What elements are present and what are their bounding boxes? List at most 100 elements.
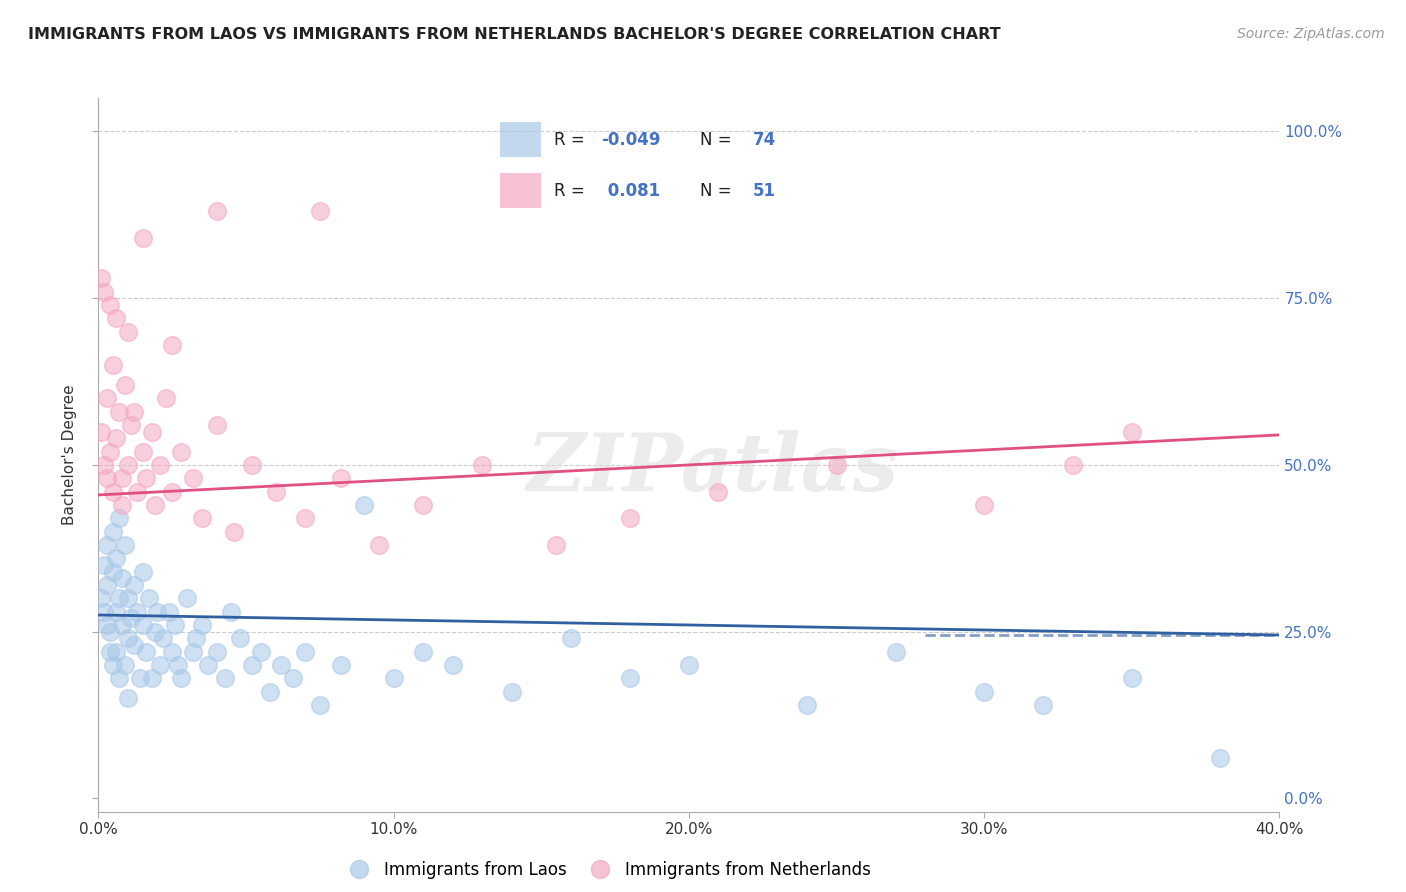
Text: IMMIGRANTS FROM LAOS VS IMMIGRANTS FROM NETHERLANDS BACHELOR'S DEGREE CORRELATIO: IMMIGRANTS FROM LAOS VS IMMIGRANTS FROM … (28, 27, 1001, 42)
Point (117, 591, 139, 606)
Point (546, 538, 568, 552)
Point (181, 645, 204, 659)
Point (283, 671, 305, 685)
Point (240, 458, 263, 472)
Point (93, 558, 115, 572)
Point (219, 605, 242, 619)
Point (98, 645, 121, 659)
Point (149, 458, 172, 472)
Legend: Immigrants from Laos, Immigrants from Netherlands: Immigrants from Laos, Immigrants from Ne… (335, 855, 877, 886)
Point (329, 471, 352, 485)
Point (108, 404, 131, 418)
Point (90, 591, 112, 606)
Point (93, 605, 115, 619)
Point (294, 645, 316, 659)
Point (96, 578, 118, 592)
Point (114, 658, 136, 673)
Point (125, 605, 148, 619)
Point (191, 511, 214, 525)
Point (149, 658, 172, 673)
Point (1121, 425, 1143, 439)
Point (103, 658, 125, 673)
Point (132, 618, 155, 632)
Y-axis label: Bachelor's Degree: Bachelor's Degree (62, 384, 77, 525)
Point (108, 671, 131, 685)
Point (111, 498, 134, 512)
Point (240, 658, 263, 673)
Point (135, 645, 157, 659)
Point (122, 638, 145, 652)
Point (184, 632, 207, 646)
Point (368, 538, 391, 552)
Point (146, 605, 169, 619)
Point (973, 684, 995, 698)
Point (382, 671, 405, 685)
Point (224, 524, 246, 539)
Point (103, 565, 125, 579)
Point (707, 484, 730, 499)
Point (135, 471, 157, 485)
Point (619, 511, 641, 525)
Point (98, 444, 121, 458)
Point (122, 404, 145, 418)
Point (825, 458, 848, 472)
Point (108, 591, 131, 606)
Point (111, 618, 134, 632)
Point (162, 645, 183, 659)
Point (96, 391, 118, 405)
Point (501, 684, 523, 698)
Point (1209, 751, 1232, 765)
Point (141, 425, 163, 439)
Point (105, 431, 128, 445)
Point (152, 632, 174, 646)
Point (412, 645, 434, 659)
Point (259, 684, 281, 698)
Point (105, 551, 128, 566)
Point (309, 698, 332, 712)
Point (96, 471, 118, 485)
Point (98, 624, 121, 639)
Point (120, 611, 142, 625)
Point (167, 658, 190, 673)
Point (128, 671, 150, 685)
Point (796, 698, 818, 712)
Point (1062, 458, 1084, 472)
Point (157, 605, 180, 619)
Point (120, 417, 142, 432)
Point (441, 658, 464, 673)
Point (138, 591, 160, 606)
Point (229, 632, 252, 646)
Point (96, 618, 118, 632)
Point (264, 484, 287, 499)
Point (105, 645, 128, 659)
Point (205, 204, 228, 219)
Point (197, 658, 219, 673)
Point (125, 484, 148, 499)
Point (114, 377, 136, 392)
Point (294, 511, 316, 525)
Point (103, 524, 125, 539)
Point (105, 311, 128, 326)
Point (98, 298, 121, 312)
Point (143, 498, 166, 512)
Point (117, 691, 139, 706)
Point (205, 645, 228, 659)
Point (108, 511, 131, 525)
Point (111, 571, 134, 585)
Text: ZIPatlas: ZIPatlas (526, 431, 898, 508)
Text: Source: ZipAtlas.com: Source: ZipAtlas.com (1237, 27, 1385, 41)
Point (93, 285, 115, 299)
Point (117, 458, 139, 472)
Point (132, 565, 155, 579)
Point (191, 618, 214, 632)
Point (1121, 671, 1143, 685)
Point (176, 591, 198, 606)
Point (122, 578, 145, 592)
Point (205, 417, 228, 432)
Point (412, 498, 434, 512)
Point (471, 458, 494, 472)
Point (165, 618, 187, 632)
Point (111, 471, 134, 485)
Point (155, 391, 177, 405)
Point (141, 671, 163, 685)
